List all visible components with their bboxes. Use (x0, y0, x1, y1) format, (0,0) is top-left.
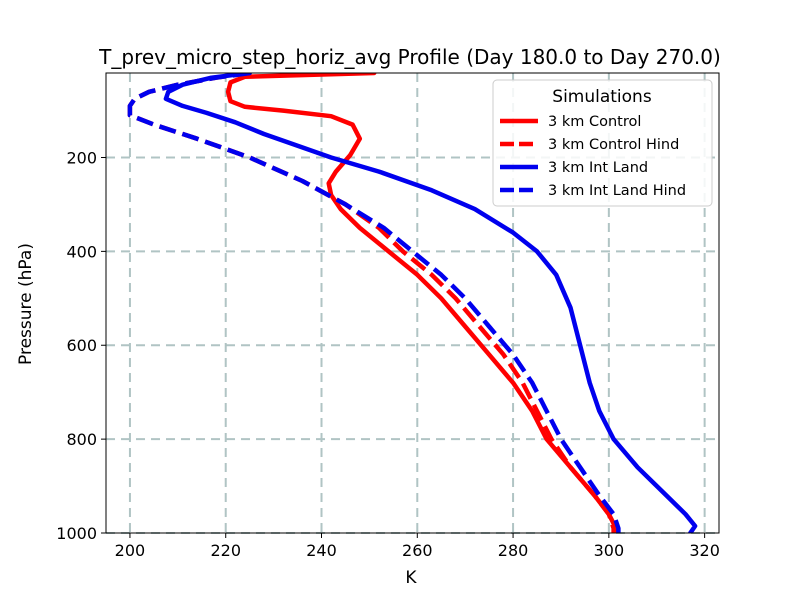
legend-label: 3 km Int Land (548, 160, 648, 176)
legend-box (492, 79, 713, 207)
legend-label: 3 km Int Land Hind (548, 183, 686, 199)
x-tick-label: 260 (402, 541, 433, 560)
legend-label: 3 km Control Hind (548, 137, 679, 153)
x-tick-label: 200 (115, 541, 146, 560)
y-tick-label: 1000 (56, 524, 97, 543)
plot-lines (127, 73, 698, 533)
legend-title: Simulations (552, 87, 652, 107)
x-axis-ticks: 200 220 240 260 280 300 320 (115, 533, 720, 560)
y-tick-label: 800 (66, 430, 97, 449)
legend: Simulations 3 km Control 3 km Control Hin… (492, 79, 713, 207)
y-tick-label: 600 (66, 336, 97, 355)
x-tick-label: 280 (498, 541, 529, 560)
y-tick-label: 200 (66, 148, 97, 167)
x-tick-label: 220 (210, 541, 241, 560)
chart-title: T_prev_micro_step_horiz_avg Profile (Day… (98, 45, 721, 69)
legend-items: 3 km Control 3 km Control Hind 3 km Int La… (500, 114, 686, 199)
y-tick-label: 400 (66, 242, 97, 261)
x-tick-label: 300 (594, 541, 625, 560)
legend-label: 3 km Control (548, 114, 641, 130)
y-axis-label: Pressure (hPa) (16, 243, 36, 365)
series-line-1 (225, 73, 621, 533)
series-line-4 (127, 73, 621, 533)
x-tick-label: 240 (306, 541, 337, 560)
series-line-3 (163, 73, 698, 533)
x-tick-label: 320 (689, 541, 720, 560)
x-axis-label: K (405, 568, 417, 588)
plot-frame (105, 72, 720, 534)
y-axis-ticks: 200 400 600 800 1000 (56, 148, 106, 543)
